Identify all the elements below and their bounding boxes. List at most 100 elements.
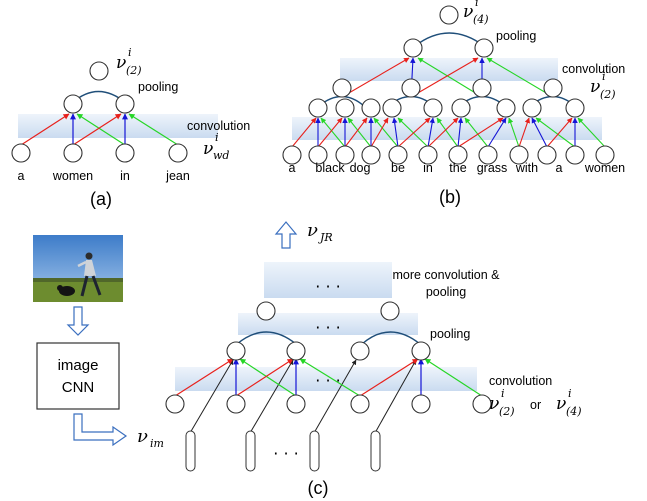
panel-c-input-arrows (189, 359, 417, 434)
panel-b-word: black (315, 161, 345, 175)
panel-c-conv-nodes (226, 341, 431, 361)
panel-a-word-node (115, 143, 135, 163)
conv-layer-ellipsis: · · · (315, 371, 340, 390)
svg-text:(4): (4) (566, 405, 582, 418)
panel-c-pool-nodes (256, 301, 400, 321)
panel-b-pooling-label: pooling (496, 29, 536, 43)
panel-a: a women in jean pooling convolution ν i … (11, 46, 250, 209)
panel-b-word: in (423, 161, 433, 175)
svg-text:i: i (128, 46, 132, 59)
image-cnn-label-line1: image (58, 357, 99, 374)
panel-c-bottom-nodes (165, 394, 492, 414)
panel-b-caption: (b) (439, 187, 461, 207)
panel-b-word: women (584, 161, 625, 175)
panel-b-word: grass (477, 161, 508, 175)
svg-text:im: im (150, 437, 164, 450)
panel-b-conv1-arrows (291, 117, 606, 148)
svg-text:ν: ν (307, 220, 318, 241)
down-arrow-icon (66, 306, 90, 336)
panel-c-caption: (c) (308, 478, 329, 498)
panel-a-green-arrow (128, 113, 179, 146)
panel-c-convolution-band (175, 367, 477, 391)
panel-b-conv2-node (474, 38, 494, 58)
panel-a-word: in (120, 169, 130, 183)
panel-b: a black dog be in the grass with a women… (282, 0, 625, 207)
svg-text:(2): (2) (499, 405, 515, 418)
panel-a-convolution-label: convolution (187, 119, 250, 133)
panel-b-word: a (556, 161, 563, 175)
svg-text:i: i (501, 387, 505, 400)
svg-text:i: i (475, 0, 479, 9)
panel-b-pooling-arc (414, 32, 485, 47)
panel-b-conv2-node (403, 38, 423, 58)
panel-a-green-arrow (76, 113, 126, 146)
panel-a-top-symbol: ν i (2) (116, 46, 142, 77)
panel-c-pool-band (238, 313, 418, 335)
svg-text:ν: ν (489, 394, 499, 414)
panel-b-word: with (515, 161, 538, 175)
panel-a-red-arrow (20, 113, 70, 146)
panel-a-top-node (89, 61, 109, 81)
svg-text:i: i (568, 387, 572, 400)
panel-c-pooling-label: pooling (430, 327, 470, 341)
panel-a-caption: (a) (90, 189, 112, 209)
panel-b-top-symbol: ν i (4) (463, 0, 489, 26)
svg-text:ν: ν (116, 53, 126, 73)
output-up-arrow-icon (274, 221, 298, 249)
svg-text:wd: wd (213, 149, 229, 162)
panel-c-pooling-arc (361, 331, 421, 345)
image-feature-symbol: ν im (137, 426, 164, 450)
more-label-line2: pooling (426, 285, 466, 299)
panel-b-conv1-nodes (308, 98, 585, 118)
more-layers-ellipsis: · · · (315, 277, 340, 296)
svg-text:ν: ν (463, 2, 473, 22)
panel-a-input-symbol: ν i wd (203, 131, 229, 162)
panel-b-conv2-arrows (341, 57, 554, 98)
pool-layer-ellipsis: · · · (315, 318, 340, 337)
svg-text:ν: ν (203, 139, 213, 159)
output-symbol: ν JR (307, 220, 333, 244)
panel-a-word: women (52, 169, 93, 183)
svg-text:JR: JR (318, 231, 333, 244)
svg-text:i: i (602, 70, 606, 83)
svg-text:ν: ν (590, 77, 600, 97)
panel-c-conv-arrows (174, 358, 483, 397)
panel-c-input-symbols: ν i (2) or ν i (4) (489, 387, 582, 418)
panel-c-feature-bars (185, 430, 381, 472)
panel-a-word-node (168, 143, 188, 163)
image-cnn-box (36, 342, 120, 410)
panel-b-top-node (439, 5, 459, 25)
panel-c-more-band (264, 262, 392, 298)
panel-b-convolution-band-2 (340, 58, 558, 81)
panel-b-word: dog (350, 161, 371, 175)
panel-a-conv-node (115, 94, 135, 114)
more-label-line1: more convolution & (392, 268, 500, 282)
panel-c: image CNN ν im ν JR · · · · · · · · · · … (33, 220, 582, 498)
panel-b-word: a (289, 161, 296, 175)
panel-a-red-arrow (72, 113, 122, 146)
panel-a-word-node (11, 143, 31, 163)
panel-a-conv-node (63, 94, 83, 114)
panel-b-convolution-label: convolution (562, 62, 625, 76)
svg-text:(4): (4) (473, 13, 489, 26)
panel-a-pooling-label: pooling (138, 80, 178, 94)
photo-image (33, 235, 123, 302)
panel-c-pooling-arc (236, 331, 297, 345)
panel-b-word: the (449, 161, 466, 175)
panel-b-word-nodes (282, 145, 615, 165)
panel-a-word: a (18, 169, 25, 183)
image-cnn-label-line2: CNN (62, 379, 95, 396)
panel-a-word: jean (165, 169, 190, 183)
panel-b-mid-symbol: ν i (2) (590, 70, 616, 101)
svg-text:(2): (2) (600, 88, 616, 101)
svg-text:(2): (2) (126, 64, 142, 77)
input-ellipsis: · · · (273, 444, 298, 463)
svg-text:ν: ν (137, 426, 148, 447)
panel-a-word-node (63, 143, 83, 163)
panel-b-pooled-nodes (332, 78, 563, 98)
svg-text:i: i (215, 131, 219, 144)
svg-text:ν: ν (556, 394, 566, 414)
svg-text:or: or (530, 398, 541, 412)
elbow-arrow-icon (73, 413, 128, 447)
